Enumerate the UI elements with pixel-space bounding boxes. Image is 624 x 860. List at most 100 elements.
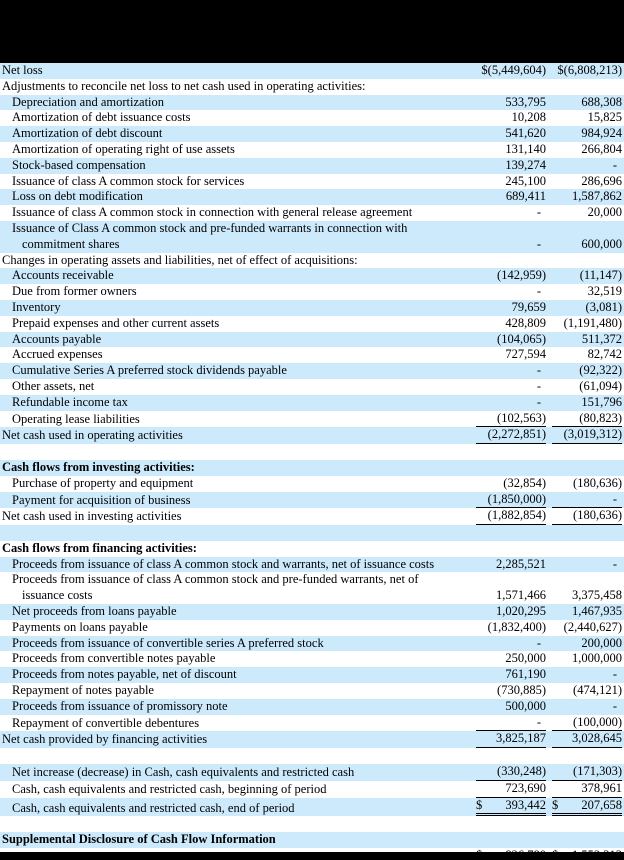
row-label: Cash flows from financing activities:: [2, 540, 197, 555]
table-row: Cash, cash equivalents and restricted ca…: [0, 797, 624, 817]
amount-value: 286,696: [581, 173, 622, 188]
value-cell-year1: (2,272,851): [456, 427, 546, 445]
value-cell-year2: (180,636): [546, 508, 622, 526]
table-row: Amortization of operating right of use a…: [0, 141, 624, 158]
section-header-row: Supplemental Disclosure of Cash Flow Inf…: [0, 832, 624, 848]
amount-value: (100,000): [552, 715, 622, 732]
value-cell-year2: 3,375,458: [546, 588, 622, 604]
value-cell-year2: 32,519: [546, 284, 622, 300]
value-cell-year2: 1,467,935: [546, 604, 622, 620]
amount-value: (1,882,854): [476, 508, 546, 526]
value-cell-year2: 1,587,862: [546, 189, 622, 205]
table-row: Other assets, net - (61,094): [0, 378, 624, 395]
row-label: Net increase (decrease) in Cash, cash eq…: [12, 765, 355, 780]
amount-value: (11,147): [579, 268, 622, 283]
value-cell-year1: $393,442: [456, 798, 546, 817]
amount-value: (180,636): [552, 508, 622, 526]
amount-value: 723,690: [476, 781, 546, 798]
amount-value: -: [536, 363, 541, 378]
table-row: Purchase of property and equipment (32,85…: [0, 475, 624, 492]
row-label-line1: Issuance of Class A common stock and pre…: [12, 220, 408, 235]
table-row: Issuance of class A common stock for ser…: [0, 173, 624, 190]
row-label: Net proceeds from loans payable: [12, 604, 177, 619]
row-label: Proceeds from issuance of class A common…: [0, 572, 456, 604]
value-cell-year2: -: [546, 557, 622, 573]
value-cell-year2: 151,796: [546, 395, 622, 411]
row-label: Accounts payable: [12, 331, 102, 346]
table-row: [0, 748, 624, 765]
value-cell-year1: 761,190: [456, 667, 546, 683]
value-cell-year1: (104,065): [456, 332, 546, 348]
row-label: Amortization of debt discount: [12, 126, 163, 141]
amount-value: (92,322): [579, 363, 622, 378]
table-row: Refundable income tax - 151,796: [0, 394, 624, 411]
row-label: Issuance of class A common stock for ser…: [12, 173, 245, 188]
table-row: [0, 525, 624, 541]
row-label: Net loss: [2, 63, 43, 77]
value-cell-year2: 200,000: [546, 636, 622, 652]
value-cell-year2: (180,636): [546, 476, 622, 492]
value-cell-year2: (171,303): [546, 764, 622, 781]
row-label: Cumulative Series A preferred stock divi…: [12, 363, 287, 378]
value-cell-year1: (1,832,400): [456, 620, 546, 636]
amount-value: 2,285,521: [496, 556, 546, 571]
row-label: Proceeds from issuance of promissory not…: [12, 698, 228, 713]
amount-value: 15,825: [587, 110, 622, 125]
amount-value: -: [612, 667, 617, 682]
table-row: Proceeds from issuance of class A common…: [0, 556, 624, 573]
value-cell-year1: 3,825,187: [456, 731, 546, 749]
row-label-line1: Proceeds from issuance of class A common…: [12, 572, 419, 587]
value-cell-year1: -: [456, 715, 546, 732]
table-row: Changes in operating assets and liabilit…: [0, 252, 624, 269]
row-label: Cash, cash equivalents and restricted ca…: [12, 781, 327, 796]
table-row: Net cash used in operating activities (2,…: [0, 427, 624, 445]
amount-value: 378,961: [552, 781, 622, 798]
table-row: Issuance of class A common stock in conn…: [0, 205, 624, 221]
row-label: Net cash used in investing activities: [2, 509, 182, 524]
row-label: Accrued expenses: [12, 347, 103, 362]
dollar-sign: $: [552, 797, 559, 812]
row-label: Proceeds from issuance of class A common…: [12, 556, 435, 571]
row-label: Loss on debt modification: [12, 189, 143, 204]
value-cell-year2: 82,742: [546, 347, 622, 363]
row-label: Net cash provided by financing activitie…: [2, 732, 208, 747]
amount-value: 600,000: [581, 236, 622, 251]
amount-value: 200,000: [581, 635, 622, 650]
amount-value: 82,742: [587, 347, 622, 362]
value-cell-year2: (3,019,312): [546, 427, 622, 445]
table-row: Proceeds from notes payable, net of disc…: [0, 667, 624, 684]
table-row: Net proceeds from loans payable 1,020,295…: [0, 604, 624, 620]
row-label: Issuance of Class A common stock and pre…: [0, 221, 456, 253]
row-label: Depreciation and amortization: [12, 94, 165, 109]
value-cell-year2: 286,696: [546, 174, 622, 190]
value-cell-year1: 2,285,521: [456, 557, 546, 573]
row-label: Inventory: [12, 299, 61, 314]
table-row: Payments on loans payable (1,832,400) (2,4…: [0, 619, 624, 636]
amount-value: 1,467,935: [572, 604, 622, 619]
value-cell-year2: (2,440,627): [546, 620, 622, 636]
amount-value: (3,081): [585, 299, 622, 314]
value-cell-year2: 378,961: [546, 781, 622, 798]
amount-value: -: [536, 394, 541, 409]
table-row: Depreciation and amortization 533,795 688,…: [0, 94, 624, 111]
table-row: Stock-based compensation 139,274 -: [0, 157, 624, 174]
value-cell-year1: 428,809: [456, 316, 546, 332]
amount-value: 151,796: [581, 394, 622, 409]
amount-value: -: [612, 157, 617, 172]
table-row: Loss on debt modification 689,411 1,587,86…: [0, 189, 624, 206]
row-label: Proceeds from notes payable, net of disc…: [12, 667, 237, 682]
table-row: Adjustments to reconcile net loss to net…: [0, 78, 624, 95]
amount-value: (1,191,480): [563, 315, 622, 330]
amount-value: -: [536, 378, 541, 393]
value-cell-year2: $(6,808,213): [546, 63, 622, 79]
value-cell-year1: (102,563): [456, 411, 546, 428]
value-cell-year2: 511,372: [546, 332, 622, 348]
value-cell-year1: -: [456, 636, 546, 652]
value-cell-year1: 500,000: [456, 699, 546, 715]
amount-value: 131,140: [505, 141, 546, 156]
amount-value: -: [612, 556, 617, 571]
row-label: Due from former owners: [12, 284, 137, 299]
amount-value: 3,825,187: [476, 731, 546, 749]
amount-value: 688,308: [581, 94, 622, 109]
amount-value: (1,850,000): [476, 492, 546, 509]
